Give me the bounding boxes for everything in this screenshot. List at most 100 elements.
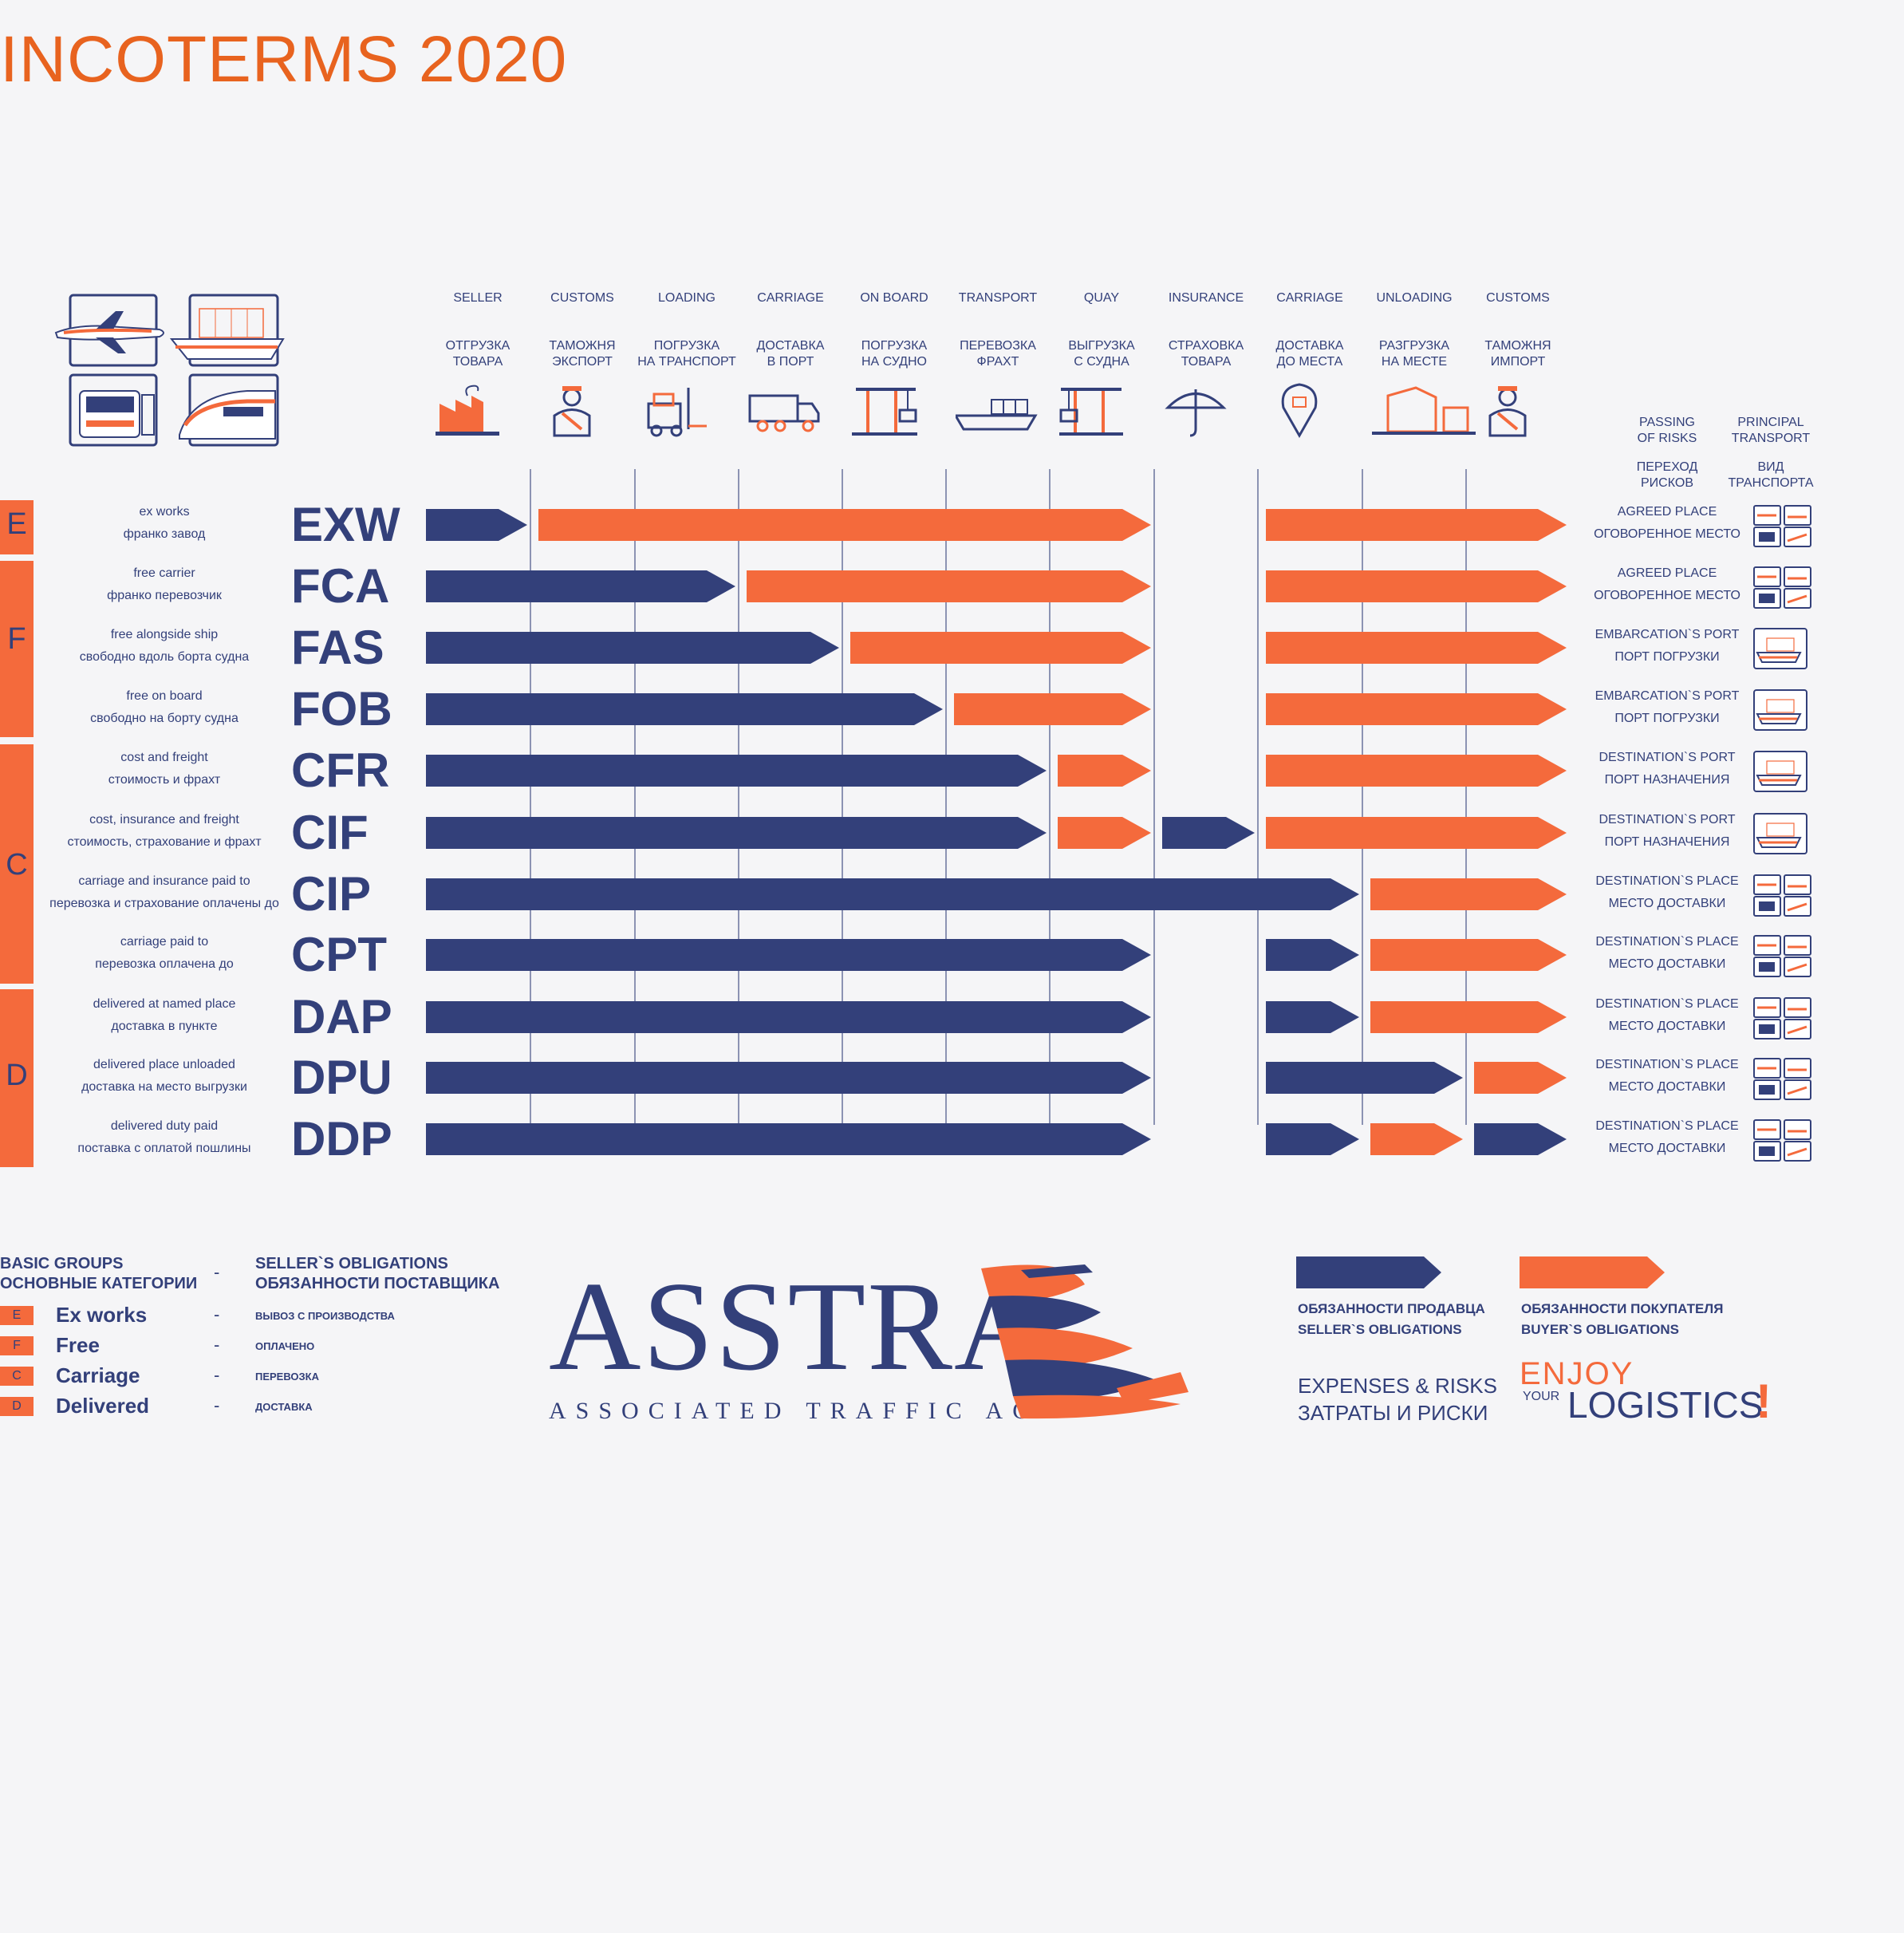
slogan-logistics: LOGISTICS bbox=[1567, 1384, 1764, 1426]
seller-obligation-arrow bbox=[426, 1001, 1151, 1033]
group-bar-e bbox=[0, 500, 34, 554]
step-label-en: CUSTOMS bbox=[550, 291, 614, 305]
truck-front-icon bbox=[79, 390, 155, 438]
step-label-ru: ТАМОЖНЯ ЭКСПОРТ bbox=[549, 339, 616, 369]
passing-of-risks: DESTINATION`S PLACE МЕСТО ДОСТАВКИ bbox=[1587, 1115, 1747, 1160]
container-ship-icon bbox=[956, 399, 1038, 431]
term-description-en: ex works bbox=[139, 505, 190, 519]
risks-header-en: PASSING OF RISKS bbox=[1637, 416, 1697, 445]
grid-line bbox=[1049, 469, 1051, 1125]
legend-group-badge: D bbox=[0, 1397, 34, 1416]
passing-of-risks: EMBARCATION`S PORT ПОРТ ПОГРУЗКИ bbox=[1587, 624, 1747, 669]
buyer-obligation-arrow bbox=[850, 632, 1151, 664]
passing-of-risks: DESTINATION`S PLACE МЕСТО ДОСТАВКИ bbox=[1587, 993, 1747, 1038]
factory-icon bbox=[436, 385, 499, 436]
seller-obligation-arrow bbox=[426, 939, 1151, 971]
risk-place-ru: МЕСТО ДОСТАВКИ bbox=[1608, 957, 1726, 971]
multimodal-transport-icon bbox=[1753, 1119, 1811, 1162]
grid-line bbox=[1465, 469, 1467, 1125]
risk-place-ru: МЕСТО ДОСТАВКИ bbox=[1608, 1142, 1726, 1155]
seller-obligation-arrow bbox=[426, 693, 943, 725]
customs-officer-icon bbox=[553, 386, 591, 437]
step-label-en: QUAY bbox=[1083, 291, 1120, 305]
sea-transport-icon bbox=[1753, 689, 1807, 731]
step-label-en: CARRIAGE bbox=[1276, 291, 1343, 305]
buyer-obligation-arrow bbox=[954, 693, 1151, 725]
legend-buyer-arrow bbox=[1520, 1256, 1665, 1288]
multimodal-transport-icon bbox=[1753, 566, 1811, 609]
legend-group-name: Ex works bbox=[56, 1303, 148, 1327]
passing-of-risks: EMBARCATION`S PORT ПОРТ ПОГРУЗКИ bbox=[1587, 685, 1747, 730]
seller-obligation-arrow bbox=[426, 878, 1359, 910]
grid-line bbox=[945, 469, 947, 1125]
buyer-obligation-arrow bbox=[1266, 817, 1567, 849]
passing-of-risks: AGREED PLACE ОГОВОРЕННОЕ МЕСТО bbox=[1587, 501, 1747, 546]
term-code: CIP bbox=[291, 867, 372, 921]
risk-place-ru: МЕСТО ДОСТАВКИ bbox=[1608, 1020, 1726, 1033]
term-description-ru: стоимость и фрахт bbox=[108, 773, 221, 787]
transport-modes-icon bbox=[54, 294, 285, 447]
asstra-logo: ASSTRA ASSOCIATED TRAFFIC AG bbox=[542, 1255, 1244, 1436]
truck-icon bbox=[748, 394, 820, 432]
term-code: FOB bbox=[291, 682, 392, 736]
legend-dash: - bbox=[214, 1395, 220, 1415]
term-description: free carrier франко перевозчик bbox=[40, 562, 289, 607]
step-label-ru: ПЕРЕВОЗКА ФРАХТ bbox=[960, 339, 1036, 369]
multimodal-transport-icon bbox=[1753, 505, 1811, 547]
grid-line bbox=[1153, 469, 1155, 1125]
legend-seller-ru: ОБЯЗАННОСТИ ПОСТАВЩИКА bbox=[255, 1275, 500, 1292]
legend-expenses: EXPENSES & RISKS ЗАТРАТЫ И РИСКИ bbox=[1298, 1372, 1497, 1426]
seller-obligation-arrow bbox=[426, 1123, 1151, 1155]
term-description: delivered at named place доставка в пункт… bbox=[40, 993, 289, 1038]
buyer-obligation-arrow bbox=[1266, 570, 1567, 602]
term-description-ru: доставка на место выгрузки bbox=[81, 1080, 247, 1094]
legend-group-ru: ДОСТАВКА bbox=[255, 1401, 313, 1413]
step-label-ru: ОТГРУЗКА ТОВАРА bbox=[445, 339, 510, 369]
term-description-ru: перевозка оплачена до bbox=[95, 957, 234, 971]
risk-place-en: DESTINATION`S PORT bbox=[1598, 751, 1736, 764]
grid-line bbox=[738, 469, 739, 1125]
term-description: carriage paid to перевозка оплачена до bbox=[40, 931, 289, 976]
grid-line bbox=[1362, 469, 1363, 1125]
seller-obligation-arrow bbox=[426, 632, 839, 664]
term-code: FAS bbox=[291, 621, 384, 674]
seller-obligation-arrow bbox=[1266, 1001, 1359, 1033]
step-label-ru: СТРАХОВКА ТОВАРА bbox=[1168, 339, 1244, 369]
forklift-icon bbox=[647, 388, 707, 437]
step-label-en: ON BOARD bbox=[860, 291, 928, 305]
risk-place-ru: МЕСТО ДОСТАВКИ bbox=[1608, 1080, 1726, 1094]
term-description: carriage and insurance paid to перевозка … bbox=[40, 870, 289, 915]
group-letter-f: F bbox=[7, 622, 26, 656]
step-label-ru: РАЗГРУЗКА НА МЕСТЕ bbox=[1378, 339, 1450, 369]
grid-line bbox=[1257, 469, 1259, 1125]
group-letter-c: C bbox=[6, 848, 28, 882]
seller-obligation-arrow bbox=[426, 509, 527, 541]
sea-transport-icon bbox=[1753, 751, 1807, 792]
term-description-ru: поставка с оплатой пошлины bbox=[77, 1142, 251, 1155]
legend-group-ru: ОПЛАЧЕНО bbox=[255, 1340, 315, 1352]
term-description-en: delivered duty paid bbox=[110, 1119, 219, 1133]
term-description-en: delivered place unloaded bbox=[93, 1058, 235, 1071]
group-letter-e: E bbox=[6, 507, 27, 541]
term-description-en: cost and freight bbox=[120, 751, 208, 764]
legend-dash: - bbox=[214, 1262, 220, 1282]
risk-place-en: DESTINATION`S PLACE bbox=[1595, 997, 1739, 1011]
group-bar-f bbox=[0, 561, 34, 737]
term-description-ru: перевозка и страхование оплачены до bbox=[49, 897, 279, 910]
passing-of-risks: DESTINATION`S PLACE МЕСТО ДОСТАВКИ bbox=[1587, 1054, 1747, 1099]
step-label-en: UNLOADING bbox=[1376, 291, 1453, 305]
term-description-ru: стоимость, страхование и фрахт bbox=[67, 835, 262, 849]
group-letter-d: D bbox=[6, 1059, 28, 1092]
term-code: CPT bbox=[291, 928, 387, 981]
term-code: DAP bbox=[291, 990, 392, 1043]
legend-basic-en: BASIC GROUPS bbox=[0, 1255, 124, 1272]
risk-place-en: DESTINATION`S PLACE bbox=[1595, 935, 1739, 949]
risk-place-ru: ОГОВОРЕННОЕ МЕСТО bbox=[1594, 527, 1740, 541]
slogan-your: YOUR bbox=[1523, 1390, 1560, 1403]
buyer-obligation-arrow bbox=[1058, 817, 1151, 849]
step-label-en: INSURANCE bbox=[1168, 291, 1244, 305]
customs-officer-icon bbox=[1488, 386, 1527, 437]
risk-place-en: EMBARCATION`S PORT bbox=[1595, 628, 1740, 641]
step-label-en: CUSTOMS bbox=[1486, 291, 1550, 305]
legend-basic-groups: BASIC GROUPS ОСНОВНЫЕ КАТЕГОРИИ bbox=[0, 1254, 197, 1294]
